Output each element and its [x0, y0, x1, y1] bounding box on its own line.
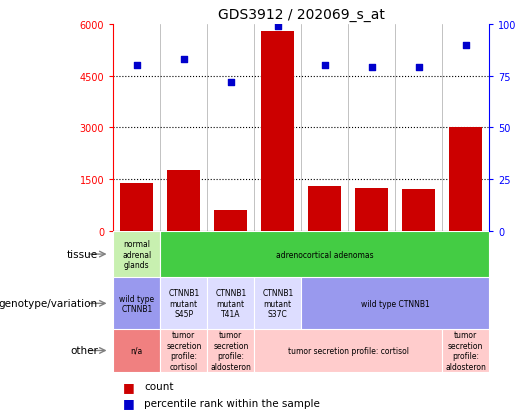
Text: n/a: n/a [131, 346, 143, 355]
Text: adrenocortical adenomas: adrenocortical adenomas [276, 250, 373, 259]
Bar [402, 190, 435, 231]
Bar [113, 278, 160, 330]
Bar [301, 278, 489, 330]
Text: percentile rank within the sample: percentile rank within the sample [144, 398, 320, 408]
Title: GDS3912 / 202069_s_at: GDS3912 / 202069_s_at [218, 8, 385, 22]
Point [133, 63, 141, 69]
Text: CTNNB1
mutant
T41A: CTNNB1 mutant T41A [215, 289, 246, 318]
Bar [167, 171, 200, 231]
Point [180, 57, 188, 63]
Point [461, 42, 470, 49]
Text: wild type CTNNB1: wild type CTNNB1 [361, 299, 430, 308]
Text: count: count [144, 381, 174, 391]
Text: normal
adrenal
glands: normal adrenal glands [122, 240, 151, 269]
Bar [207, 330, 254, 372]
Point [227, 79, 235, 86]
Bar [254, 330, 442, 372]
Text: tumor
secretion
profile:
aldosteron: tumor secretion profile: aldosteron [445, 330, 486, 371]
Text: wild type
CTNNB1: wild type CTNNB1 [119, 294, 154, 313]
Text: ■: ■ [123, 396, 134, 409]
Text: tissue: tissue [67, 249, 98, 259]
Point [321, 63, 329, 69]
Bar [113, 330, 160, 372]
Bar [261, 32, 294, 231]
Point [273, 24, 282, 30]
Bar [214, 211, 247, 231]
Point [368, 65, 376, 71]
Bar [449, 128, 482, 231]
Bar [160, 231, 489, 278]
Bar [207, 278, 254, 330]
Text: tumor
secretion
profile:
cortisol: tumor secretion profile: cortisol [166, 330, 201, 371]
Text: ■: ■ [123, 380, 134, 393]
Text: CTNNB1
mutant
S37C: CTNNB1 mutant S37C [262, 289, 294, 318]
Text: genotype/variation: genotype/variation [0, 299, 98, 309]
Bar [254, 278, 301, 330]
Bar [160, 330, 207, 372]
Bar [160, 278, 207, 330]
Text: tumor secretion profile: cortisol: tumor secretion profile: cortisol [288, 346, 409, 355]
Bar [355, 188, 388, 231]
Bar [442, 330, 489, 372]
Text: other: other [70, 346, 98, 356]
Bar [121, 183, 153, 231]
Bar [113, 231, 160, 278]
Bar [308, 187, 341, 231]
Point [415, 65, 423, 71]
Text: CTNNB1
mutant
S45P: CTNNB1 mutant S45P [168, 289, 199, 318]
Text: tumor
secretion
profile:
aldosteron: tumor secretion profile: aldosteron [210, 330, 251, 371]
